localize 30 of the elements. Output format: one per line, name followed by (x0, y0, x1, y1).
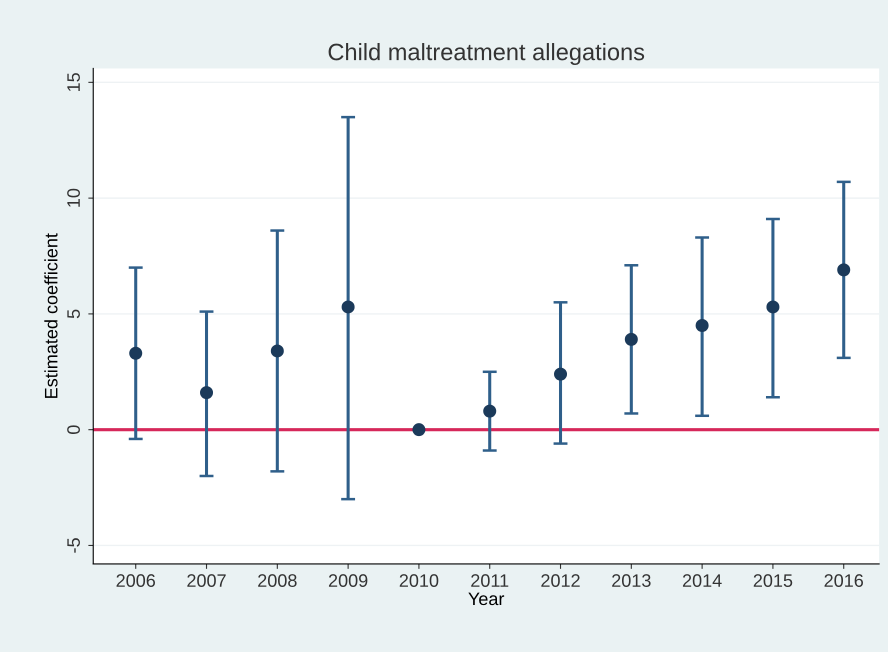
point (270, 344, 284, 358)
x-tick-label: 2016 (824, 574, 864, 587)
x-tick-label: 2009 (328, 574, 368, 587)
y-tick-label: 5 (67, 310, 80, 318)
point (837, 263, 850, 276)
y-tick-label: 15 (67, 73, 80, 92)
y-tick-label: 10 (67, 188, 80, 207)
point (554, 368, 568, 381)
x-axis-title: Year (468, 592, 504, 606)
x-tick-label: 2011 (471, 574, 508, 587)
x-tick-label: 2006 (116, 574, 156, 587)
x-tick-label: 2012 (541, 574, 580, 587)
point (342, 300, 355, 314)
y-axis-title: Estimated coefficient (44, 233, 58, 398)
point (766, 300, 780, 314)
x-tick-label: 2015 (754, 574, 792, 587)
x-tick-label: 2013 (612, 574, 651, 587)
x-tick-label: 2008 (258, 574, 297, 587)
y-tick-label: 0 (67, 425, 80, 434)
x-tick-label: 2007 (187, 574, 226, 587)
point (412, 423, 426, 436)
point (129, 346, 142, 360)
chart-title: Child maltreatment allegations (328, 43, 644, 66)
point (696, 318, 709, 332)
point (200, 386, 214, 400)
x-tick-label: 2014 (682, 574, 722, 587)
point (624, 332, 638, 346)
x-tick-label: 2010 (400, 574, 438, 587)
y-tick-label: -5 (67, 538, 80, 553)
point (483, 404, 496, 418)
